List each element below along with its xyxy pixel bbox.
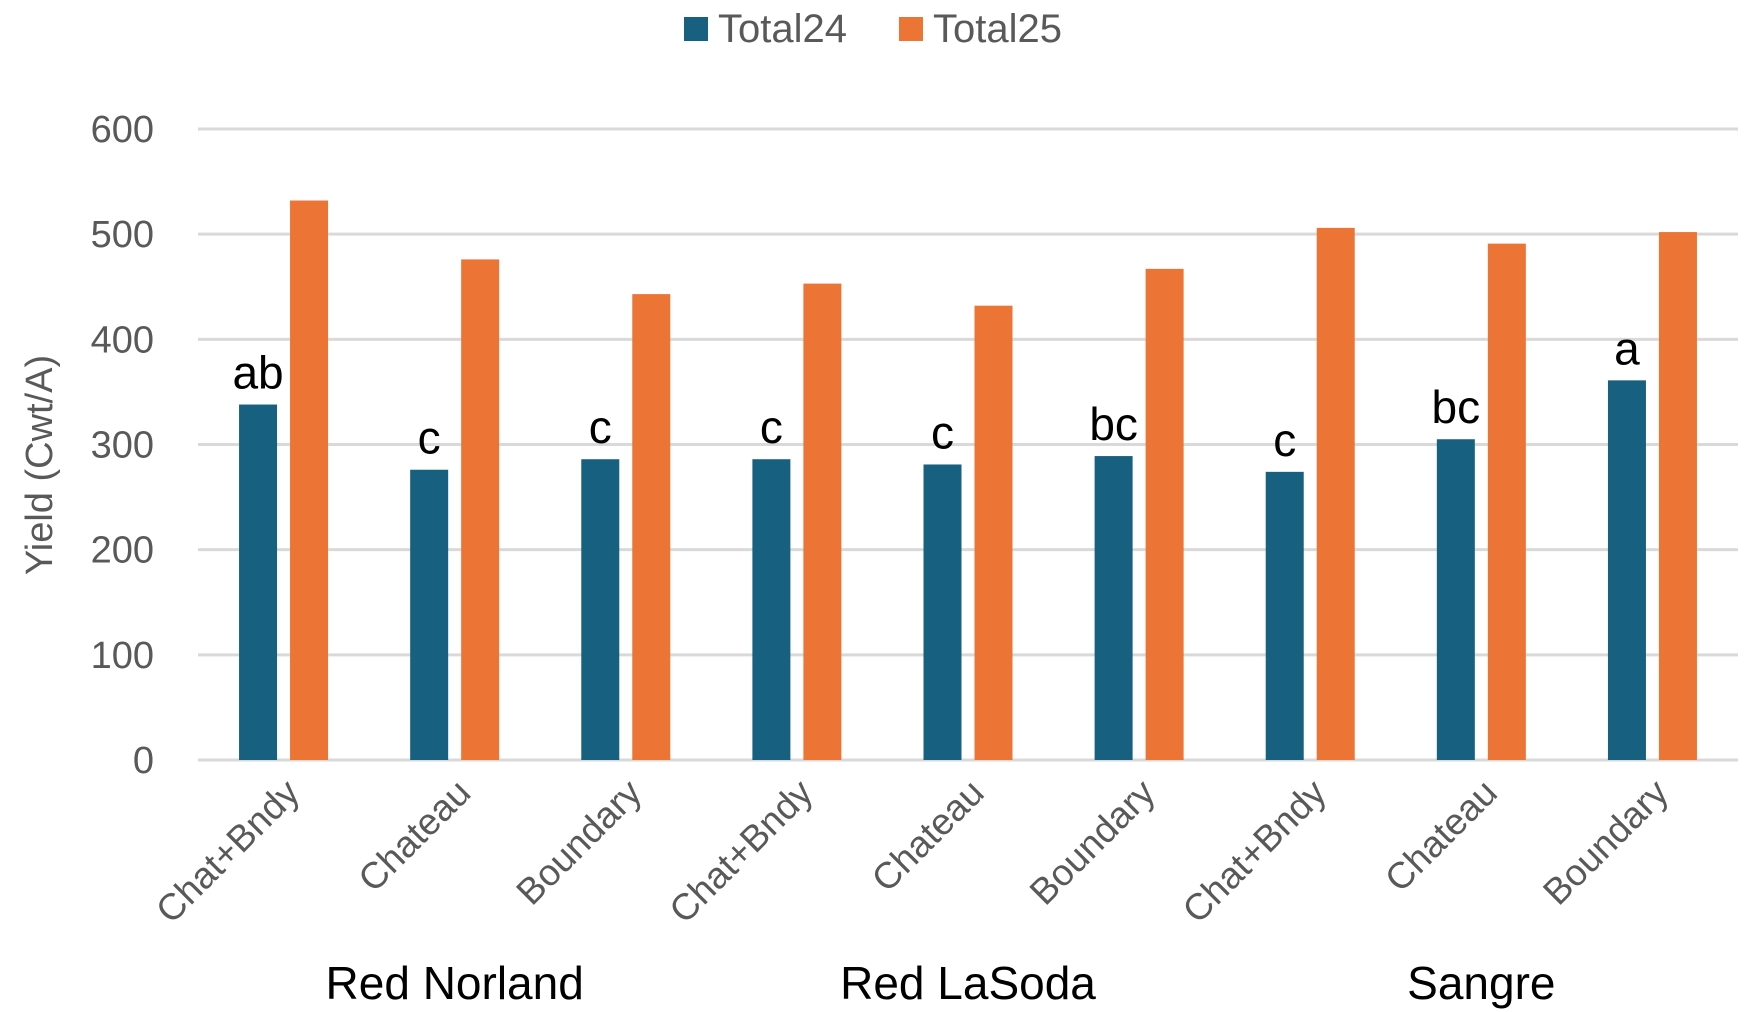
significance-letter: c	[760, 401, 783, 453]
legend-swatch-total24	[684, 17, 708, 41]
legend: Total24 Total25	[684, 7, 1062, 51]
significance-letter: ab	[232, 347, 283, 399]
bar-total25-8	[1658, 232, 1697, 760]
bar-total24-3	[752, 459, 791, 760]
bar-total25-7	[1487, 243, 1526, 761]
x-tick-label: Chateau	[1377, 772, 1505, 900]
significance-letter: c	[418, 412, 441, 464]
bar-total25-0	[290, 200, 329, 761]
y-tick-label: 200	[91, 530, 154, 572]
y-tick-label: 0	[133, 740, 154, 782]
bar-total25-5	[1145, 268, 1184, 760]
bar-total25-6	[1316, 227, 1355, 760]
y-tick-label: 100	[91, 635, 154, 677]
x-tick-label: Chat+Bndy	[148, 771, 308, 931]
significance-letter: bc	[1432, 381, 1481, 433]
bar-total24-1	[410, 469, 449, 760]
bar-total24-8	[1607, 380, 1646, 760]
x-axis-group-labels: Red Norland Red LaSoda Sangre	[326, 957, 1556, 1009]
group-label: Red LaSoda	[840, 957, 1096, 1009]
bars	[239, 200, 1697, 761]
legend-label: Total24	[718, 7, 847, 51]
group-label: Red Norland	[326, 957, 584, 1009]
bar-total24-0	[239, 404, 278, 760]
y-tick-label: 300	[91, 425, 154, 467]
significance-letter: a	[1614, 322, 1640, 374]
group-label: Sangre	[1407, 957, 1555, 1009]
gridlines	[198, 127, 1738, 762]
significance-letters: ab c c c c bc c bc a	[232, 322, 1640, 465]
bar-total24-4	[923, 464, 962, 760]
y-axis-ticks: 0 100 200 300 400 500 600	[91, 109, 154, 782]
x-axis-category-labels: Chat+Bndy Chateau Boundary Chat+Bndy Chateau…	[148, 771, 1676, 931]
significance-letter: c	[589, 401, 612, 453]
bar-total25-2	[632, 294, 671, 760]
bar-total24-2	[581, 459, 620, 760]
bar-total24-7	[1436, 439, 1475, 760]
y-tick-label: 500	[91, 214, 154, 256]
y-axis-title: Yield (Cwt/A)	[19, 355, 61, 575]
significance-letter: bc	[1089, 398, 1138, 450]
x-tick-label: Chateau	[350, 772, 478, 900]
bar-total25-3	[803, 283, 842, 760]
significance-letter: c	[931, 406, 954, 458]
x-tick-label: Boundary	[1022, 771, 1163, 912]
x-tick-label: Chat+Bndy	[1175, 771, 1335, 931]
x-tick-label: Boundary	[508, 771, 649, 912]
legend-label: Total25	[933, 7, 1062, 51]
x-tick-label: Boundary	[1535, 771, 1676, 912]
significance-letter: c	[1273, 414, 1296, 466]
y-tick-label: 600	[91, 109, 154, 151]
y-tick-label: 400	[91, 319, 154, 361]
x-tick-label: Chat+Bndy	[661, 771, 821, 931]
bar-total25-4	[974, 305, 1013, 760]
x-tick-label: Chateau	[864, 772, 992, 900]
bar-total24-6	[1265, 471, 1304, 760]
bar-total24-5	[1094, 456, 1133, 760]
legend-swatch-total25	[899, 17, 923, 41]
bar-total25-1	[461, 259, 500, 760]
